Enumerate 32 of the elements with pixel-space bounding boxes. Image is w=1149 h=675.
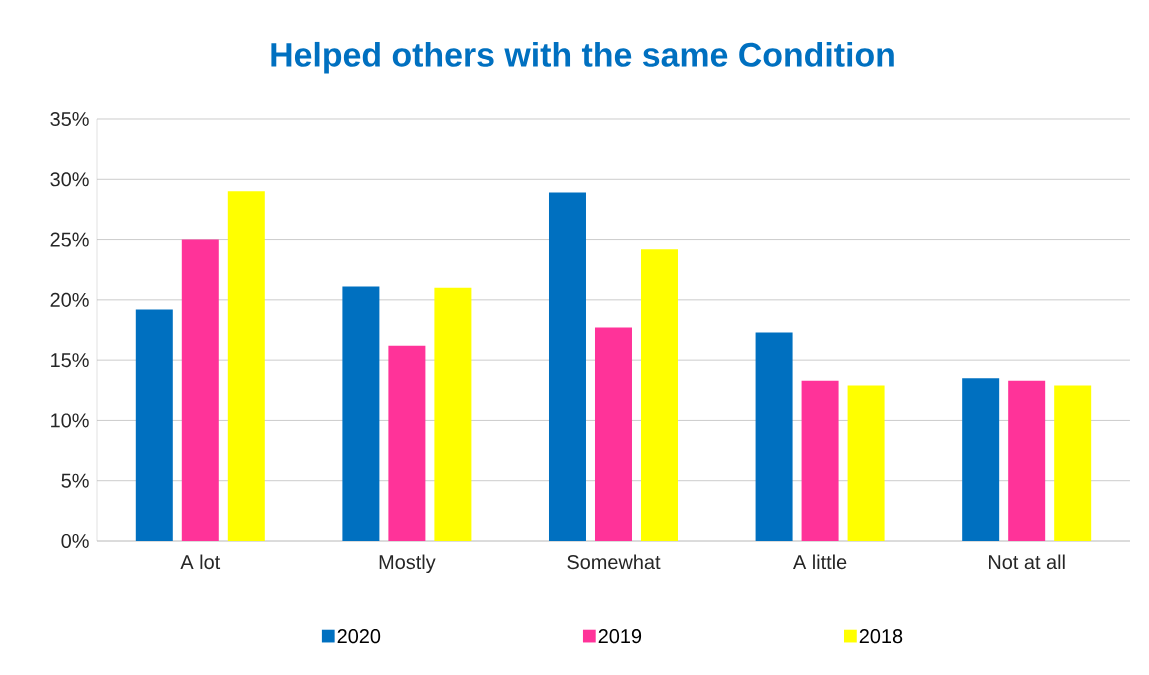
bar xyxy=(594,327,632,541)
bar xyxy=(755,332,793,541)
bar xyxy=(1008,380,1046,541)
y-tick-label: 25% xyxy=(50,232,89,247)
y-tick-label: 5% xyxy=(61,473,89,488)
bar xyxy=(181,239,219,541)
bar xyxy=(434,287,472,541)
bar xyxy=(640,249,678,541)
bar xyxy=(135,309,173,541)
bar xyxy=(801,380,839,541)
bar xyxy=(962,378,1000,541)
y-tick-label: 30% xyxy=(50,172,89,187)
y-tick-label: 35% xyxy=(50,111,89,127)
y-tick-label: 0% xyxy=(61,533,89,549)
x-tick-label: Not at all xyxy=(989,554,1065,570)
legend-label: 2020 xyxy=(337,629,381,644)
bar xyxy=(388,345,426,541)
legend-label: 2018 xyxy=(859,629,903,644)
bar xyxy=(847,385,885,541)
y-tick-label: 15% xyxy=(51,353,89,368)
bar xyxy=(548,192,586,541)
x-tick-label: Somewhat xyxy=(567,554,661,570)
bar xyxy=(1054,385,1092,541)
y-tick-label: 10% xyxy=(51,413,89,428)
y-tick-label: 20% xyxy=(50,292,89,307)
x-tick-label: A lot xyxy=(180,554,221,570)
bar xyxy=(342,286,380,541)
x-tick-label: Mostly xyxy=(379,554,436,574)
bar xyxy=(227,191,265,541)
x-tick-label: A little xyxy=(792,554,847,570)
legend-label: 2019 xyxy=(598,629,642,644)
chart-title: Helped others with the same Condition xyxy=(271,41,894,74)
